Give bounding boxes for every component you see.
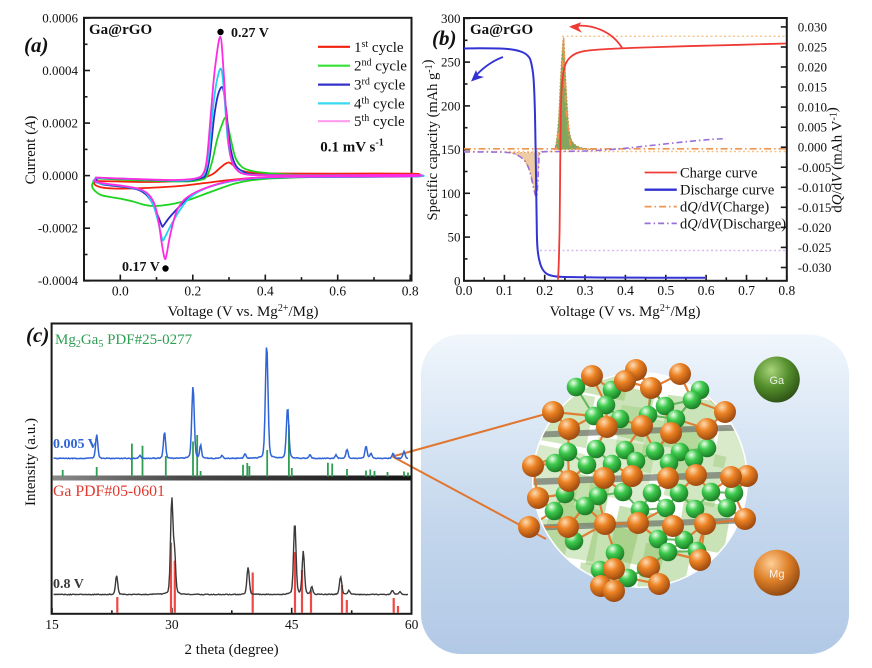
svg-text:0.8 V: 0.8 V [53, 577, 84, 592]
svg-text:0.0002: 0.0002 [42, 116, 78, 131]
svg-text:2 theta (degree): 2 theta (degree) [185, 642, 279, 658]
svg-text:45: 45 [285, 617, 299, 632]
svg-text:0.025: 0.025 [798, 40, 827, 55]
svg-text:0.2: 0.2 [536, 283, 553, 298]
svg-text:-0.0002: -0.0002 [38, 221, 78, 236]
svg-text:Ga@rGO: Ga@rGO [470, 22, 533, 38]
svg-text:Ga: Ga [769, 375, 785, 387]
svg-text:0.1: 0.1 [496, 283, 513, 298]
svg-text:0.1 mV s-1: 0.1 mV s-1 [320, 138, 384, 156]
svg-text:-0.030: -0.030 [798, 260, 832, 275]
svg-text:0.5: 0.5 [657, 283, 674, 298]
svg-text:0.17 V: 0.17 V [122, 260, 160, 275]
svg-text:3rd cycle: 3rd cycle [354, 77, 406, 94]
svg-text:15: 15 [45, 617, 59, 632]
svg-text:2nd cycle: 2nd cycle [354, 58, 407, 75]
svg-text:30: 30 [165, 617, 179, 632]
svg-text:0.6: 0.6 [698, 283, 715, 298]
svg-text:-0.025: -0.025 [798, 240, 832, 255]
svg-text:0.6: 0.6 [329, 284, 346, 299]
svg-text:0.0004: 0.0004 [42, 63, 78, 78]
svg-text:0.4: 0.4 [257, 284, 274, 299]
svg-text:(c): (c) [26, 323, 49, 347]
svg-text:0.8: 0.8 [402, 284, 419, 299]
svg-text:-0.020: -0.020 [798, 220, 832, 235]
svg-text:-0.010: -0.010 [798, 180, 832, 195]
svg-text:0.27 V: 0.27 V [231, 26, 269, 41]
svg-text:0.0006: 0.0006 [42, 11, 78, 26]
svg-text:0.0: 0.0 [112, 284, 129, 299]
svg-text:0.015: 0.015 [798, 80, 827, 95]
svg-text:0.005 V: 0.005 V [53, 437, 98, 452]
svg-text:200: 200 [441, 98, 461, 113]
svg-text:4th cycle: 4th cycle [354, 95, 405, 112]
svg-text:Voltage (V vs. Mg2+/Mg): Voltage (V vs. Mg2+/Mg) [550, 303, 701, 320]
svg-text:Mg2Ga5 PDF#25-0277: Mg2Ga5 PDF#25-0277 [55, 332, 193, 350]
svg-text:Discharge curve: Discharge curve [680, 183, 774, 199]
svg-text:-0.0004: -0.0004 [38, 273, 79, 288]
svg-text:50: 50 [448, 230, 461, 245]
svg-text:0.4: 0.4 [617, 283, 634, 298]
svg-text:Voltage (V vs. Mg2+/Mg): Voltage (V vs. Mg2+/Mg) [168, 303, 319, 320]
svg-text:0.3: 0.3 [577, 283, 594, 298]
svg-text:0.010: 0.010 [798, 100, 827, 115]
svg-text:0.7: 0.7 [738, 283, 755, 298]
svg-text:0.020: 0.020 [798, 60, 827, 75]
svg-text:Intensity (a.u.): Intensity (a.u.) [23, 418, 39, 506]
svg-text:-0.005: -0.005 [798, 160, 832, 175]
svg-text:0.0: 0.0 [456, 283, 473, 298]
svg-text:-0.015: -0.015 [798, 200, 832, 215]
svg-text:Current (A): Current (A) [23, 116, 39, 185]
svg-text:150: 150 [441, 142, 461, 157]
svg-text:0.030: 0.030 [798, 19, 827, 34]
svg-text:100: 100 [441, 186, 461, 201]
svg-text:0.2: 0.2 [184, 284, 201, 299]
svg-text:(b): (b) [432, 26, 457, 50]
svg-text:0.8: 0.8 [778, 283, 795, 298]
svg-text:dQ/dV (mAh V-1): dQ/dV (mAh V-1) [825, 107, 846, 213]
svg-text:(a): (a) [24, 33, 49, 57]
svg-text:60: 60 [405, 617, 419, 632]
svg-text:Ga PDF#05-0601: Ga PDF#05-0601 [53, 483, 165, 500]
svg-text:Ga@rGO: Ga@rGO [89, 22, 152, 38]
svg-text:250: 250 [441, 55, 461, 70]
svg-text:Specific capacity (mAh g-1): Specific capacity (mAh g-1) [420, 59, 441, 220]
svg-text:0.005: 0.005 [798, 120, 827, 135]
svg-text:Charge curve: Charge curve [680, 166, 757, 182]
svg-text:5th cycle: 5th cycle [354, 113, 405, 130]
svg-text:1st cycle: 1st cycle [354, 39, 404, 56]
svg-text:300: 300 [441, 11, 461, 26]
svg-text:dQ/dV(Charge): dQ/dV(Charge) [680, 200, 769, 216]
svg-text:0: 0 [454, 273, 461, 288]
svg-text:Mg: Mg [769, 569, 784, 581]
svg-text:0.0000: 0.0000 [42, 168, 78, 183]
svg-text:dQ/dV(Discharge): dQ/dV(Discharge) [680, 216, 786, 232]
svg-text:0.000: 0.000 [798, 140, 827, 155]
